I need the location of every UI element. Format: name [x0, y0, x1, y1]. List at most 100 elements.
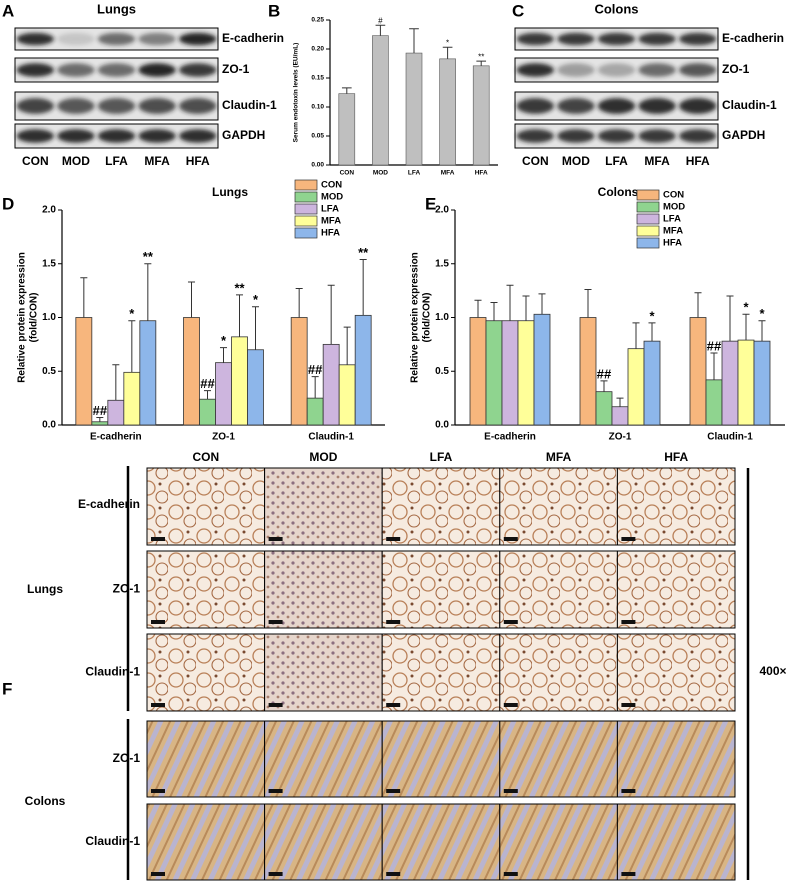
bar	[290, 317, 308, 426]
blot-band	[516, 98, 554, 114]
legend-swatch	[294, 227, 318, 239]
error-bar	[341, 87, 352, 94]
bar	[737, 339, 755, 426]
error-bar	[235, 294, 244, 337]
protein-label: GAPDH	[222, 128, 265, 142]
protein-label: Claudin-1	[722, 98, 777, 112]
micrograph	[616, 803, 736, 881]
scale-bar	[151, 703, 165, 707]
legend-label: MOD	[663, 202, 685, 213]
row-label: E-cadherin	[78, 497, 140, 511]
lane-label: LFA	[105, 154, 128, 168]
legend-label: CON	[321, 180, 342, 191]
micrograph	[499, 720, 618, 798]
bar	[611, 406, 629, 426]
chart-title: Colons	[598, 185, 639, 199]
significance-mark: ##	[200, 376, 215, 391]
bar	[643, 340, 661, 426]
blot-band	[679, 63, 717, 77]
lane-label: MOD	[62, 154, 90, 168]
scale-bar	[386, 872, 401, 876]
bar	[107, 399, 125, 426]
legend-label: MFA	[321, 216, 341, 227]
y-axis-label: Serum endotoxin levels (EU/mL)	[293, 43, 300, 143]
blot-band	[679, 32, 717, 46]
x-tick-label: HFA	[475, 170, 488, 177]
blot-band	[597, 32, 636, 46]
significance-mark: *	[743, 300, 749, 315]
lane-label: CON	[22, 154, 49, 168]
error-bar	[632, 322, 640, 349]
legend-label: MFA	[663, 226, 683, 237]
y-tick-label: 0.10	[311, 104, 324, 111]
blot-band	[638, 32, 676, 46]
micrograph	[499, 550, 618, 629]
error-bar	[311, 376, 319, 399]
scale-bar	[621, 537, 636, 541]
error-bar	[327, 284, 335, 345]
significance-mark: *	[129, 306, 135, 321]
bar	[215, 362, 232, 426]
x-tick-label: MOD	[373, 170, 388, 177]
panel-letter: D	[2, 194, 14, 213]
legend-swatch	[294, 191, 318, 203]
micrograph	[499, 633, 618, 712]
scale-bar	[386, 537, 401, 541]
blot-band	[179, 129, 217, 143]
micrograph	[264, 633, 383, 712]
y-axis-label: Relative protein expression	[410, 252, 421, 383]
blot-band	[557, 98, 595, 114]
significance-mark: **	[234, 280, 245, 295]
error-bar	[600, 380, 608, 392]
y-tick-label: 0.20	[311, 46, 324, 53]
micrograph	[146, 720, 266, 798]
protein-label: E-cadherin	[722, 31, 784, 45]
significance-mark: #	[378, 16, 383, 25]
bar	[123, 371, 141, 426]
micrograph	[381, 803, 501, 881]
micrograph	[146, 803, 266, 881]
column-header: MFA	[546, 450, 572, 464]
scale-bar	[268, 789, 283, 793]
blot-band	[516, 32, 554, 46]
scale-bar	[268, 537, 283, 541]
bar	[627, 348, 645, 426]
error-bar	[584, 289, 592, 318]
scale-bar	[268, 703, 283, 707]
panel-letter: F	[2, 679, 12, 698]
scale-bar	[268, 872, 283, 876]
scale-bar	[503, 872, 518, 876]
error-bar	[359, 258, 367, 316]
blot-band	[597, 63, 636, 77]
bar	[469, 317, 487, 426]
bar	[183, 317, 200, 426]
legend-swatch	[636, 225, 660, 237]
blot-band	[638, 63, 676, 77]
error-bar	[616, 397, 624, 407]
bar	[338, 364, 356, 426]
lane-label: HFA	[686, 154, 710, 168]
legend-swatch	[294, 179, 318, 191]
significance-mark: **	[358, 245, 369, 260]
micrograph	[264, 803, 383, 881]
scale-bar	[386, 620, 401, 624]
scale-bar	[386, 703, 401, 707]
protein-label: E-cadherin	[222, 31, 284, 45]
scale-bar	[151, 872, 165, 876]
blot-band	[57, 32, 95, 46]
micrograph	[381, 633, 501, 712]
column-header: HFA	[664, 450, 688, 464]
bar	[247, 349, 264, 426]
panel-letter: B	[268, 1, 280, 20]
y-tick-label: 1.5	[435, 258, 449, 269]
blot-band	[57, 63, 95, 77]
error-bar	[710, 352, 718, 380]
micrograph	[146, 633, 266, 712]
blot-title: Colons	[594, 1, 638, 16]
x-tick-label: E-cadherin	[90, 432, 142, 443]
row-label: Claudin-1	[85, 834, 140, 848]
micrograph	[616, 550, 736, 629]
scale-bar	[621, 872, 636, 876]
significance-mark: **	[143, 249, 154, 264]
